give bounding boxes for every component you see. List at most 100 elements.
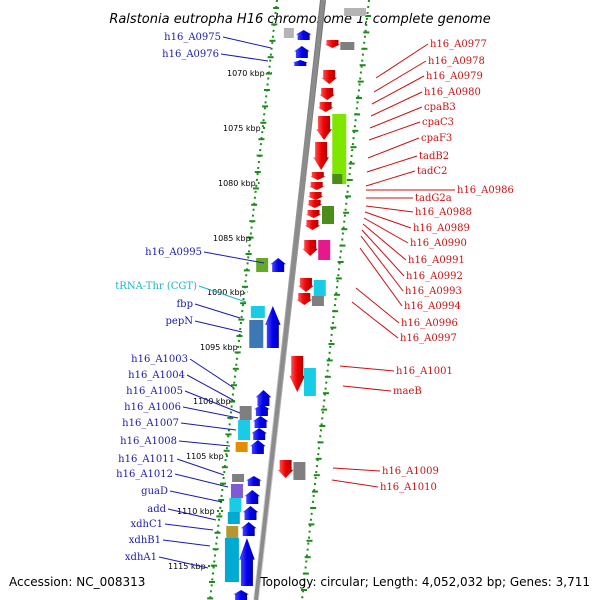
- reverse-gene-arrow: [304, 220, 321, 230]
- gene-label[interactable]: h16_A0990: [410, 238, 467, 249]
- forward-gene-arrow: [254, 404, 270, 416]
- reverse-gene-arrow: [306, 200, 323, 208]
- forward-gene-arrow: [240, 522, 257, 536]
- label-leader: [360, 235, 404, 292]
- gene-label[interactable]: h16_A0988: [415, 207, 472, 218]
- gene-label[interactable]: tadB2: [419, 151, 449, 162]
- reverse-gene-arrow: [307, 192, 324, 200]
- gene-label[interactable]: h16_A0980: [424, 87, 481, 98]
- cog-box: [332, 114, 347, 184]
- label-leader: [363, 217, 409, 244]
- kbp-marker: 1085 kbp: [213, 234, 251, 243]
- topology-text: Topology: circular; Length: 4,052,032 bp…: [259, 575, 590, 589]
- gene-label[interactable]: h16_A0976: [162, 49, 219, 60]
- gene-label[interactable]: maeB: [393, 386, 422, 397]
- gene-label[interactable]: h16_A1003: [131, 354, 188, 365]
- reverse-gene-arrow: [289, 356, 306, 392]
- feature-glyphs: [224, 8, 367, 600]
- gene-label[interactable]: h16_A1009: [382, 466, 439, 477]
- gene-label[interactable]: h16_A0975: [164, 32, 221, 43]
- label-leader: [331, 479, 379, 488]
- gene-label[interactable]: h16_A0992: [406, 271, 463, 282]
- gene-label[interactable]: xdhA1: [125, 552, 157, 563]
- kbp-marker: 1095 kbp: [200, 343, 238, 352]
- reverse-gene-arrow: [305, 210, 322, 218]
- gene-label[interactable]: h16_A0996: [401, 318, 458, 329]
- forward-gene-arrow: [244, 490, 261, 504]
- gene-label[interactable]: h16_A1008: [120, 436, 177, 447]
- gene-label[interactable]: add: [147, 504, 166, 515]
- reverse-gene-arrow: [302, 240, 318, 256]
- label-leader: [355, 287, 400, 324]
- gene-label[interactable]: h16_A1012: [116, 469, 173, 480]
- gene-label[interactable]: h16_A1011: [118, 454, 175, 465]
- cog-box: [293, 462, 306, 480]
- gene-label[interactable]: fbp: [176, 299, 193, 310]
- label-leader: [332, 467, 381, 472]
- cog-box: [340, 42, 355, 50]
- gene-label[interactable]: cpaC3: [422, 117, 454, 128]
- kbp-marker: 1110 kbp: [177, 507, 215, 516]
- cog-box: [332, 174, 343, 184]
- gene-label[interactable]: h16_A0991: [408, 255, 465, 266]
- accession-text: Accession: NC_008313: [9, 575, 145, 589]
- gene-label[interactable]: h16_A0993: [405, 286, 462, 297]
- label-leader: [366, 155, 418, 173]
- gene-label[interactable]: h16_A0986: [457, 185, 514, 196]
- left-ruler-line: [209, 0, 278, 600]
- label-leader-lines: [158, 36, 455, 569]
- gene-label[interactable]: tadC2: [417, 166, 447, 177]
- label-leader: [362, 223, 407, 261]
- label-leader: [158, 556, 209, 569]
- gene-label[interactable]: h16_A1010: [380, 482, 437, 493]
- gene-label[interactable]: h16_A0994: [404, 301, 461, 312]
- gene-label[interactable]: cpaF3: [421, 133, 452, 144]
- kbp-marker: 1080 kbp: [218, 179, 256, 188]
- label-leader: [184, 390, 241, 414]
- gene-label[interactable]: h16_A0978: [428, 56, 485, 67]
- gene-label[interactable]: h16_A0997: [400, 333, 457, 344]
- label-leader: [198, 285, 247, 303]
- forward-gene-arrow: [250, 440, 266, 454]
- label-leader: [162, 539, 211, 547]
- gene-label[interactable]: h16_A0989: [413, 223, 470, 234]
- gene-label[interactable]: h16_A1004: [128, 370, 185, 381]
- gene-label[interactable]: tRNA-Thr (CGT): [115, 281, 197, 292]
- gene-label[interactable]: h16_A1007: [122, 418, 179, 429]
- cog-box: [227, 512, 240, 524]
- cog-box: [344, 8, 367, 16]
- gene-label[interactable]: cpaB3: [424, 102, 456, 113]
- gene-label[interactable]: h16_A1001: [396, 366, 453, 377]
- cog-box: [321, 206, 334, 224]
- label-leader: [169, 490, 223, 503]
- gene-label[interactable]: h16_A0979: [426, 71, 483, 82]
- gene-label[interactable]: tadG2a: [415, 193, 452, 204]
- label-leader: [370, 91, 423, 117]
- gene-label[interactable]: guaD: [141, 486, 168, 497]
- kbp-marker: 1070 kbp: [227, 69, 265, 78]
- cog-box: [250, 306, 265, 318]
- label-leader: [222, 36, 272, 49]
- gene-label[interactable]: xdhB1: [129, 535, 161, 546]
- cog-box: [232, 474, 245, 482]
- gene-label[interactable]: xdhC1: [131, 519, 164, 530]
- forward-gene-arrow: [233, 590, 249, 600]
- label-leader: [364, 211, 412, 229]
- cog-box: [239, 406, 252, 420]
- gene-label[interactable]: h16_A1005: [126, 386, 183, 397]
- reverse-gene-arrow: [277, 460, 294, 478]
- label-leader: [220, 53, 269, 62]
- gene-label[interactable]: pepN: [166, 316, 194, 327]
- forward-gene-arrow: [294, 46, 310, 58]
- label-leader: [361, 229, 405, 277]
- cog-box: [235, 442, 248, 452]
- gene-label[interactable]: h16_A1006: [124, 402, 181, 413]
- chromosome-backbone-core: [254, 0, 325, 600]
- gene-label[interactable]: h16_A0977: [430, 39, 487, 50]
- label-leader: [375, 43, 429, 79]
- cog-box: [229, 498, 242, 512]
- gene-label[interactable]: h16_A0995: [145, 247, 202, 258]
- cog-box: [226, 526, 239, 538]
- label-leader: [186, 374, 234, 401]
